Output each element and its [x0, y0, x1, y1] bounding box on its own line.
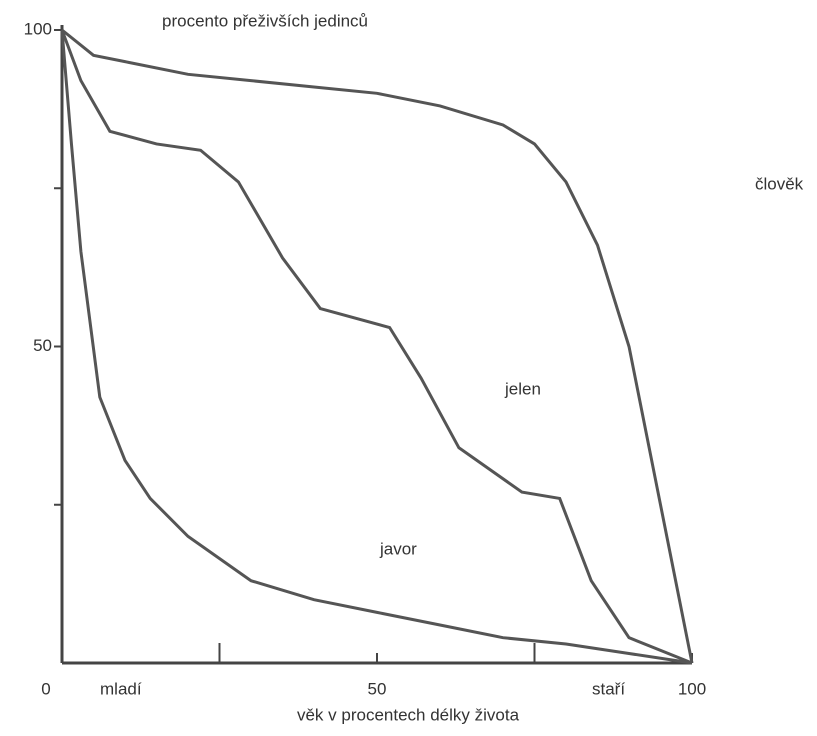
series-label: javor [379, 539, 417, 558]
x-tick-label: 0 [41, 679, 50, 698]
survival-curve [62, 30, 692, 663]
series-label: jelen [504, 379, 541, 398]
chart: procento přeživších jedinců věk v procen… [0, 0, 817, 731]
x-tick-label: 100 [678, 679, 706, 698]
survival-curve [62, 30, 692, 663]
series-label: člověk [755, 174, 804, 193]
y-tick-label: 50 [33, 336, 52, 355]
survival-curve [62, 30, 692, 663]
y-tick-label: 100 [24, 19, 52, 38]
annotation: staří [592, 679, 625, 698]
chart-title: procento přeživších jedinců [162, 11, 368, 30]
x-tick-label: 50 [368, 679, 387, 698]
x-axis-label: věk v procentech délky života [297, 705, 520, 724]
annotation: mladí [100, 679, 142, 698]
